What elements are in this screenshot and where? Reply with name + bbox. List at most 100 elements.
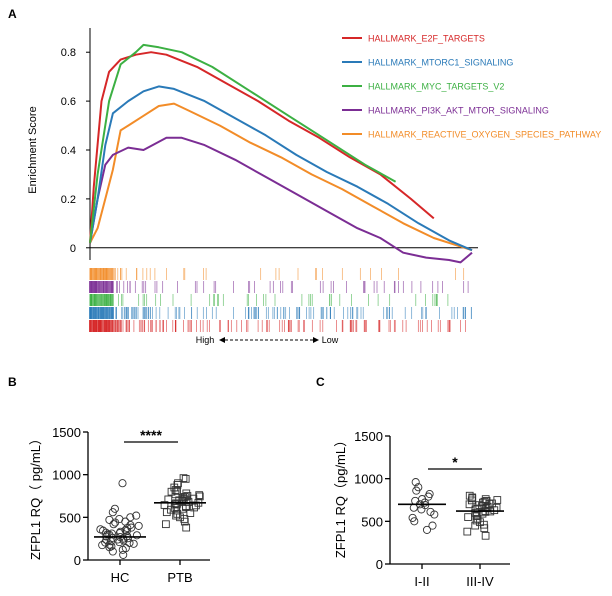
data-point — [463, 527, 472, 536]
data-point — [167, 505, 175, 514]
data-point — [134, 521, 143, 530]
data-point — [173, 481, 182, 489]
data-point — [480, 520, 488, 529]
x-tick-label: HC — [111, 570, 130, 585]
data-point — [109, 520, 118, 529]
legend-label: HALLMARK_MYC_TARGETS_V2 — [368, 82, 504, 92]
data-point — [105, 543, 114, 552]
data-point — [422, 525, 432, 534]
gsea-y-tick-label: 0.4 — [61, 145, 76, 157]
gsea-y-axis-label: Enrichment Score — [27, 106, 39, 193]
data-point — [179, 474, 188, 482]
data-point — [160, 501, 169, 509]
data-point — [181, 475, 190, 483]
gsea-enrichment-plot: 0 0.2 0.4 0.6 0.8 Enrichment Score HALLMARK_E… — [27, 28, 601, 345]
gsea-axes: 0 0.2 0.4 0.6 0.8 Enrichment Score — [27, 28, 478, 260]
gsea-rank-barcode — [89, 268, 472, 332]
data-point — [123, 534, 132, 543]
data-point — [182, 523, 191, 532]
data-point — [98, 541, 107, 550]
data-point — [105, 530, 114, 539]
gsea-y-tick-label: 0.8 — [61, 47, 76, 59]
data-point — [417, 505, 426, 514]
y-tick-label: 0 — [74, 553, 81, 568]
y-axis-label: ZFPL1 RQ（ pg/mL） — [28, 432, 43, 560]
data-point — [472, 516, 481, 525]
data-point — [162, 508, 171, 517]
data-point — [471, 521, 480, 530]
data-point — [123, 523, 132, 533]
gsea-y-tick-label: 0.2 — [61, 194, 76, 206]
y-tick-label: 1500 — [52, 425, 81, 440]
data-point — [182, 496, 191, 505]
data-point — [107, 542, 116, 551]
data-point — [174, 479, 182, 488]
gsea-series-lines — [89, 43, 473, 264]
x-tick-label: I-II — [414, 574, 429, 589]
data-point — [414, 483, 423, 492]
data-point — [195, 492, 204, 501]
data-point — [493, 496, 502, 504]
data-point — [465, 491, 474, 500]
data-point — [408, 513, 417, 522]
data-point — [173, 487, 181, 495]
x-tick-label: III-IV — [466, 574, 494, 589]
legend-label: HALLMARK_MTORC1_SIGNALING — [368, 58, 513, 68]
x-tick-label: PTB — [167, 570, 192, 585]
gsea-line-1 — [89, 85, 473, 252]
gsea-legend: HALLMARK_E2F_TARGETS HALLMARK_MTORC1_SIGN… — [342, 34, 601, 140]
panel-label-c: C — [316, 375, 325, 389]
gsea-line-0 — [89, 51, 435, 243]
y-tick-label: 1000 — [52, 468, 81, 483]
data-point — [182, 489, 191, 498]
data-point — [118, 479, 127, 488]
y-axis-label: ZFPL1 RQ（pg/mL） — [333, 434, 348, 558]
data-point — [492, 503, 501, 512]
data-point — [132, 531, 141, 540]
data-point — [126, 520, 135, 530]
data-point — [467, 496, 476, 505]
data-point — [129, 539, 138, 548]
rank-low-label: Low — [322, 335, 339, 345]
data-point — [180, 515, 189, 523]
data-point — [167, 487, 176, 496]
stage-scatter: 0 500 1000 1500 ZFPL1 RQ（pg/mL） I-II III-IV * — [333, 429, 510, 589]
data-point — [180, 517, 189, 526]
data-point — [116, 527, 125, 536]
y-tick-label: 500 — [361, 514, 383, 529]
y-tick-label: 1000 — [354, 472, 383, 487]
data-point — [472, 512, 481, 521]
data-point — [132, 511, 141, 520]
rank-high-label: High — [196, 335, 215, 345]
rank-arrow-right — [313, 337, 319, 343]
data-point — [126, 513, 135, 522]
gsea-y-tick-label: 0 — [70, 243, 76, 255]
data-point — [195, 491, 204, 499]
data-point — [481, 531, 490, 540]
data-point — [110, 504, 119, 513]
gsea-line-2 — [89, 43, 397, 244]
data-point — [425, 489, 434, 499]
gsea-line-3 — [89, 136, 473, 264]
legend-label: HALLMARK_REACTIVE_OXYGEN_SPECIES_PATHWAY — [368, 130, 601, 140]
gsea-line-4 — [89, 102, 473, 252]
data-point — [411, 478, 420, 487]
significance-stars: **** — [140, 427, 162, 443]
data-point — [426, 507, 435, 516]
data-point — [411, 496, 420, 505]
data-point — [464, 513, 472, 521]
data-point — [119, 550, 128, 559]
y-tick-label: 1500 — [354, 429, 383, 444]
data-point — [485, 499, 494, 508]
panel-label-b: B — [8, 375, 17, 389]
data-point — [172, 511, 180, 520]
panel-label-a: A — [8, 7, 17, 21]
data-point — [170, 500, 179, 509]
data-point — [190, 503, 198, 512]
significance-stars: * — [452, 454, 458, 470]
hc-vs-ptb-scatter: 0 500 1000 1500 ZFPL1 RQ（ pg/mL） HC PTB **** — [28, 425, 210, 585]
rank-arrow-left — [219, 337, 225, 343]
data-point — [105, 515, 114, 524]
data-point — [428, 521, 437, 530]
